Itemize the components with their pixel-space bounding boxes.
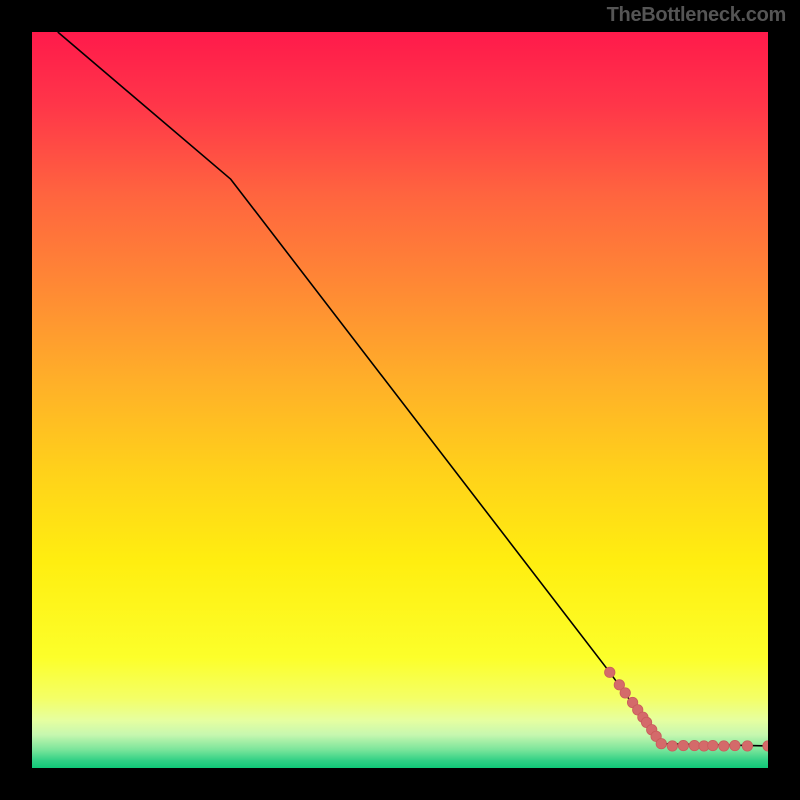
marker-point	[605, 667, 615, 677]
marker-point	[742, 741, 752, 751]
marker-point	[678, 740, 688, 750]
marker-point	[620, 688, 630, 698]
chart-svg	[32, 32, 768, 768]
marker-point	[719, 741, 729, 751]
marker-point	[708, 740, 718, 750]
marker-point	[689, 740, 699, 750]
marker-point	[730, 740, 740, 750]
chart-container	[32, 32, 768, 768]
marker-point	[656, 739, 666, 749]
marker-point	[667, 741, 677, 751]
watermark-text: TheBottleneck.com	[607, 4, 786, 27]
